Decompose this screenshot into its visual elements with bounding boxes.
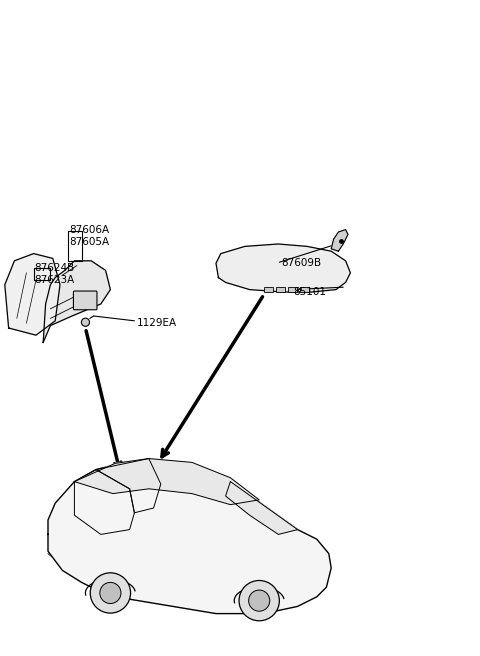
Polygon shape (331, 230, 348, 251)
Polygon shape (43, 261, 110, 342)
Circle shape (90, 573, 131, 613)
Text: 85101: 85101 (293, 287, 326, 297)
Circle shape (81, 318, 89, 326)
Bar (264, 287, 273, 292)
Bar (276, 287, 285, 292)
Polygon shape (226, 482, 298, 535)
Text: 87623A: 87623A (35, 275, 75, 285)
Circle shape (100, 583, 121, 604)
Polygon shape (48, 460, 331, 613)
Circle shape (249, 590, 270, 611)
Polygon shape (216, 244, 350, 292)
Polygon shape (74, 459, 259, 504)
Text: 87605A: 87605A (70, 237, 110, 247)
Polygon shape (5, 254, 60, 335)
FancyBboxPatch shape (73, 291, 97, 310)
Bar (288, 287, 297, 292)
Text: 87609B: 87609B (281, 258, 321, 268)
Circle shape (239, 581, 279, 621)
Text: 87606A: 87606A (70, 224, 110, 235)
Text: 1129EA: 1129EA (137, 318, 177, 328)
Text: 87624B: 87624B (35, 263, 75, 273)
Bar (300, 287, 309, 292)
